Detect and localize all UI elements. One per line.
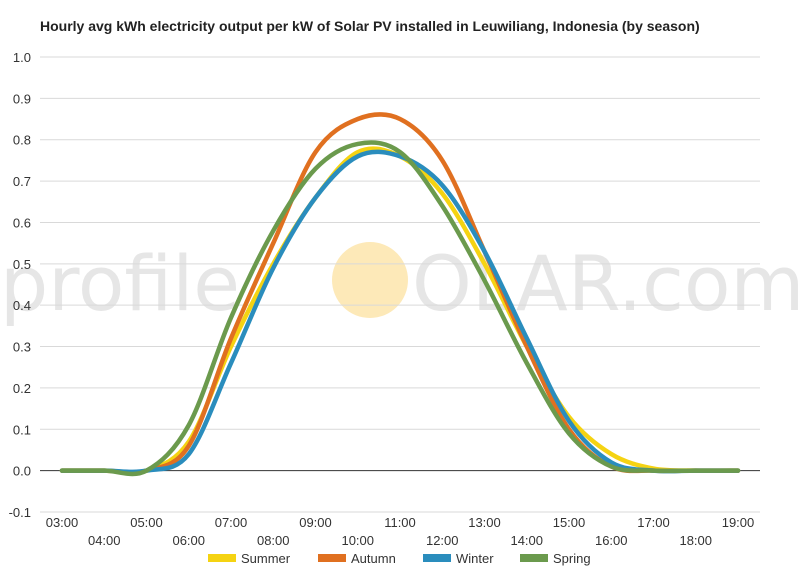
y-tick-label: 0.6 <box>13 215 31 230</box>
legend-label: Summer <box>241 551 291 566</box>
x-tick-label: 03:00 <box>46 515 79 530</box>
y-tick-label: 0.8 <box>13 133 31 148</box>
grid <box>40 56 760 513</box>
x-tick-label: 11:00 <box>384 515 416 530</box>
x-axis: 03:00 04:00 05:00 06:00 07:00 08:00 09:00 10:00… <box>46 515 755 548</box>
x-tick-label: 04:00 <box>88 533 121 548</box>
watermark-text-left: profile <box>0 239 240 328</box>
chart-title: Hourly avg kWh electricity output per kW… <box>40 18 700 34</box>
legend-label: Winter <box>456 551 494 566</box>
series-line-spring <box>59 140 741 477</box>
y-tick-label: 0.4 <box>13 298 31 313</box>
x-tick-label: 08:00 <box>257 533 290 548</box>
y-tick-label: 1.0 <box>13 50 31 65</box>
y-tick-label: 0.1 <box>13 422 31 437</box>
x-tick-label: 18:00 <box>679 533 712 548</box>
x-tick-label: 17:00 <box>637 515 670 530</box>
y-tick-label: 0.2 <box>13 381 31 396</box>
legend-swatch <box>208 554 236 562</box>
y-tick-label: 0.3 <box>13 340 31 355</box>
x-tick-label: 16:00 <box>595 533 628 548</box>
x-tick-label: 09:00 <box>299 515 332 530</box>
y-tick-label: 0.5 <box>13 257 31 272</box>
legend-swatch <box>520 554 548 562</box>
x-tick-label: 12:00 <box>426 533 459 548</box>
watermark: profile OLAR.com <box>0 239 800 328</box>
y-axis: 1.0 0.9 0.8 0.7 0.6 0.5 0.4 0.3 0.2 0.1 0.0 -0.1 <box>9 50 31 520</box>
watermark-sun <box>332 242 408 318</box>
legend-label: Spring <box>553 551 591 566</box>
series-line-winter <box>59 149 741 475</box>
x-tick-label: 15:00 <box>553 515 586 530</box>
x-tick-label: 06:00 <box>172 533 205 548</box>
plot-area <box>59 112 741 477</box>
y-tick-label: 0.7 <box>13 174 31 189</box>
x-tick-label: 05:00 <box>130 515 163 530</box>
legend: Summer Autumn Winter Spring <box>208 551 591 566</box>
x-tick-label: 13:00 <box>468 515 501 530</box>
y-tick-label: 0.9 <box>13 91 31 106</box>
y-tick-label: 0.0 <box>13 464 31 479</box>
x-tick-label: 14:00 <box>510 533 543 548</box>
legend-swatch <box>423 554 451 562</box>
y-tick-label: -0.1 <box>9 505 31 520</box>
legend-label: Autumn <box>351 551 396 566</box>
x-tick-label: 19:00 <box>722 515 755 530</box>
x-tick-label: 07:00 <box>215 515 248 530</box>
legend-swatch <box>318 554 346 562</box>
x-tick-label: 10:00 <box>341 533 374 548</box>
